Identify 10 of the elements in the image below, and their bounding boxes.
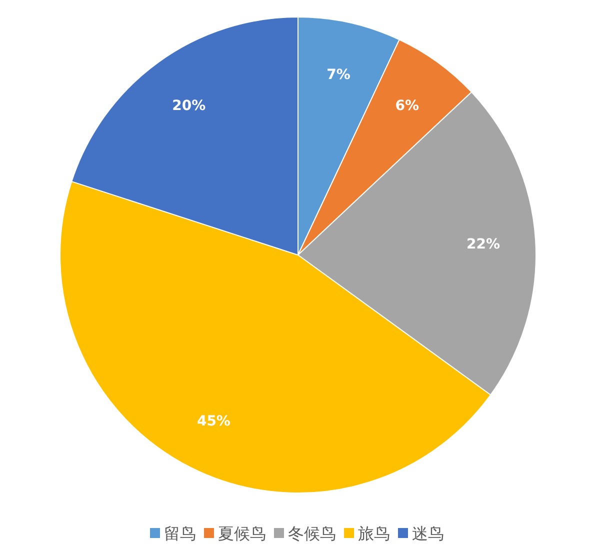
data-label: 7% (326, 66, 350, 83)
legend-label: 留鸟 (164, 524, 196, 543)
data-label: 22% (466, 236, 500, 252)
data-label: 6% (395, 98, 420, 114)
legend-label: 冬候鸟 (288, 524, 336, 543)
legend-label: 旅鸟 (358, 524, 390, 543)
legend-label: 迷鸟 (412, 524, 444, 543)
legend-label: 夏候鸟 (218, 524, 266, 543)
data-label: 20% (172, 98, 206, 114)
data-label: 45% (196, 413, 230, 430)
